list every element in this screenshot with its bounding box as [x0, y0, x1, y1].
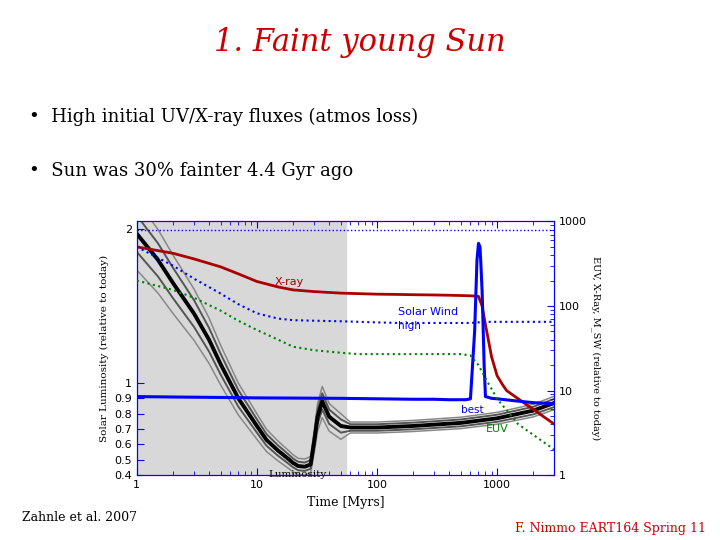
Text: X-ray: X-ray [274, 278, 304, 287]
Y-axis label: Solar Luminosity (relative to today): Solar Luminosity (relative to today) [99, 255, 109, 442]
Text: •  Sun was 30% fainter 4.4 Gyr ago: • Sun was 30% fainter 4.4 Gyr ago [29, 162, 353, 180]
Text: Solar Wind: Solar Wind [398, 307, 458, 317]
Text: Zahnle et al. 2007: Zahnle et al. 2007 [22, 511, 137, 524]
Text: best: best [461, 404, 484, 415]
Y-axis label: EUV, X-Ray, M_SW (relative to today): EUV, X-Ray, M_SW (relative to today) [591, 256, 601, 440]
Text: EUV: EUV [485, 424, 508, 435]
Text: high: high [398, 321, 421, 330]
Text: F. Nimmo EART164 Spring 11: F. Nimmo EART164 Spring 11 [515, 522, 706, 535]
Text: 1. Faint young Sun: 1. Faint young Sun [214, 27, 506, 58]
Text: Luminosity: Luminosity [269, 470, 327, 479]
Bar [137, 221, 346, 475]
Text: •  High initial UV/X-ray fluxes (atmos loss): • High initial UV/X-ray fluxes (atmos lo… [29, 108, 418, 126]
X-axis label: Time [Myrs]: Time [Myrs] [307, 496, 384, 509]
